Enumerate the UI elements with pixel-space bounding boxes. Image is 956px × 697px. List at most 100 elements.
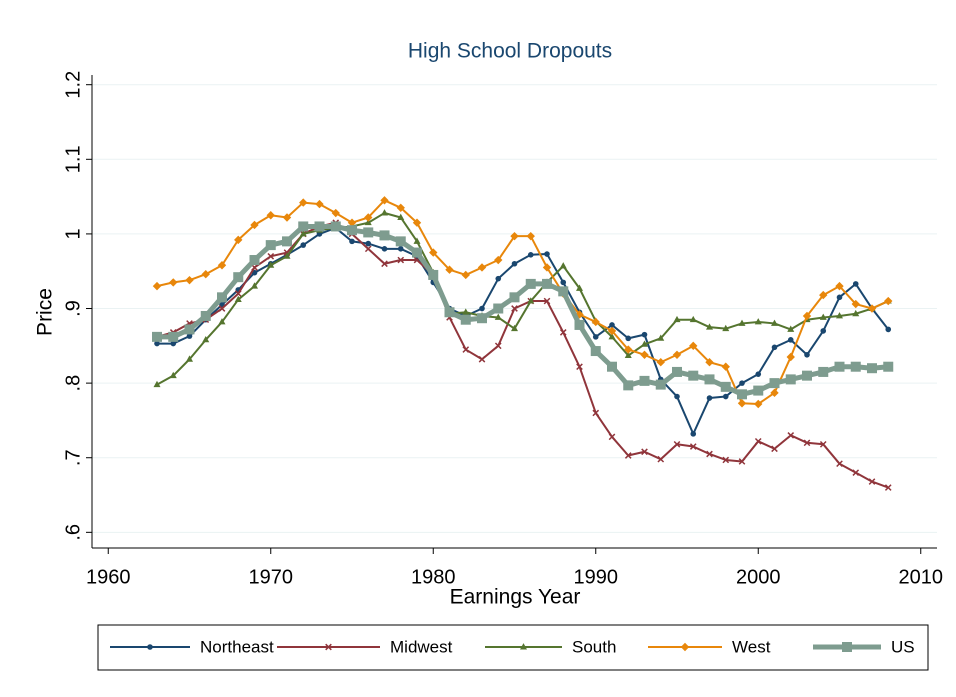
data-point bbox=[867, 363, 877, 374]
data-point bbox=[347, 218, 357, 227]
data-point bbox=[251, 282, 258, 289]
data-point bbox=[576, 284, 583, 291]
data-point bbox=[754, 318, 762, 325]
data-point bbox=[217, 261, 227, 270]
legend-label: South bbox=[572, 637, 616, 656]
data-point bbox=[299, 230, 307, 237]
data-point bbox=[477, 263, 487, 272]
data-point bbox=[737, 389, 747, 400]
series-line bbox=[157, 226, 890, 435]
data-point bbox=[576, 363, 583, 371]
data-point bbox=[169, 278, 178, 287]
data-point bbox=[509, 292, 520, 303]
data-point bbox=[868, 478, 876, 485]
data-point bbox=[462, 346, 470, 353]
data-point bbox=[574, 319, 585, 330]
data-point bbox=[559, 329, 567, 336]
x-tick-label: 2010 bbox=[899, 566, 944, 588]
data-point bbox=[218, 305, 226, 312]
data-point bbox=[818, 366, 829, 377]
data-point bbox=[365, 240, 372, 247]
data-point bbox=[558, 286, 569, 297]
data-point bbox=[672, 366, 682, 377]
data-point bbox=[674, 393, 680, 400]
data-point bbox=[771, 319, 778, 326]
data-point bbox=[331, 208, 340, 218]
data-point bbox=[330, 221, 341, 232]
data-point bbox=[234, 235, 243, 245]
data-point bbox=[623, 380, 634, 391]
x-tick-label: 1980 bbox=[411, 566, 456, 588]
data-point bbox=[706, 323, 713, 330]
data-point bbox=[720, 381, 731, 392]
data-point bbox=[722, 393, 729, 400]
data-point bbox=[850, 361, 861, 372]
data-point bbox=[609, 322, 615, 328]
data-point bbox=[722, 456, 730, 464]
data-point bbox=[495, 275, 502, 282]
data-point bbox=[511, 305, 518, 312]
data-point bbox=[655, 379, 666, 390]
data-point bbox=[397, 213, 405, 220]
data-point bbox=[771, 344, 778, 351]
data-point bbox=[706, 450, 713, 458]
data-point bbox=[657, 334, 665, 341]
data-point bbox=[315, 199, 324, 209]
data-point bbox=[381, 209, 388, 216]
data-point bbox=[493, 303, 504, 314]
data-point bbox=[152, 331, 162, 342]
data-point bbox=[883, 361, 894, 372]
data-point bbox=[396, 203, 405, 212]
data-point bbox=[640, 350, 649, 359]
data-point bbox=[282, 236, 292, 247]
data-point bbox=[836, 312, 843, 319]
data-point bbox=[298, 221, 309, 232]
data-point bbox=[511, 260, 518, 267]
data-point bbox=[543, 297, 551, 305]
data-point bbox=[820, 328, 827, 334]
data-point bbox=[186, 333, 193, 339]
data-point bbox=[690, 431, 697, 437]
data-point bbox=[819, 290, 828, 300]
data-point bbox=[722, 324, 730, 332]
data-point bbox=[381, 260, 388, 268]
y-tick-label: .9 bbox=[62, 300, 84, 317]
data-point bbox=[527, 251, 534, 258]
legend-marker bbox=[520, 643, 527, 650]
data-point bbox=[852, 281, 859, 287]
data-point bbox=[819, 440, 827, 448]
data-point bbox=[186, 355, 193, 362]
data-point bbox=[625, 335, 632, 342]
data-point bbox=[592, 409, 600, 417]
data-point bbox=[802, 311, 812, 321]
data-point bbox=[851, 299, 860, 309]
data-point bbox=[477, 313, 487, 324]
data-point bbox=[624, 351, 632, 358]
data-point bbox=[363, 227, 374, 238]
data-point bbox=[202, 336, 210, 343]
data-point bbox=[527, 297, 535, 304]
data-point bbox=[234, 295, 242, 303]
y-tick-label: .6 bbox=[62, 524, 84, 541]
series-line bbox=[157, 223, 889, 397]
y-tick-label: .8 bbox=[62, 375, 84, 392]
legend-marker bbox=[147, 644, 153, 650]
data-point bbox=[217, 292, 227, 303]
data-point bbox=[460, 314, 471, 325]
data-point bbox=[200, 310, 211, 321]
data-point bbox=[739, 380, 745, 386]
data-point bbox=[154, 340, 160, 347]
y-tick-label: 1 bbox=[62, 228, 84, 239]
data-point bbox=[364, 213, 373, 222]
data-point bbox=[413, 237, 421, 244]
data-point bbox=[803, 439, 811, 447]
data-point bbox=[412, 247, 422, 258]
data-point bbox=[185, 275, 194, 285]
data-point bbox=[152, 281, 162, 291]
data-point bbox=[738, 458, 746, 465]
legend-marker bbox=[842, 642, 852, 652]
data-point bbox=[689, 341, 698, 351]
data-point bbox=[479, 305, 485, 312]
